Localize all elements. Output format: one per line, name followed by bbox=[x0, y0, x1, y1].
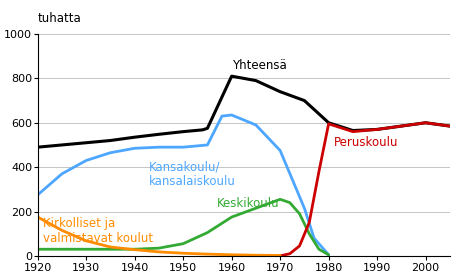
Text: Keskikoulu: Keskikoulu bbox=[217, 198, 280, 211]
Text: tuhatta: tuhatta bbox=[38, 12, 81, 25]
Text: Kansakoulu/
kansalaiskoulu: Kansakoulu/ kansalaiskoulu bbox=[149, 160, 236, 188]
Text: Yhteensä: Yhteensä bbox=[232, 59, 286, 72]
Text: Kirkolliset ja
valmistavat koulut: Kirkolliset ja valmistavat koulut bbox=[43, 217, 153, 245]
Text: Peruskoulu: Peruskoulu bbox=[334, 136, 398, 149]
